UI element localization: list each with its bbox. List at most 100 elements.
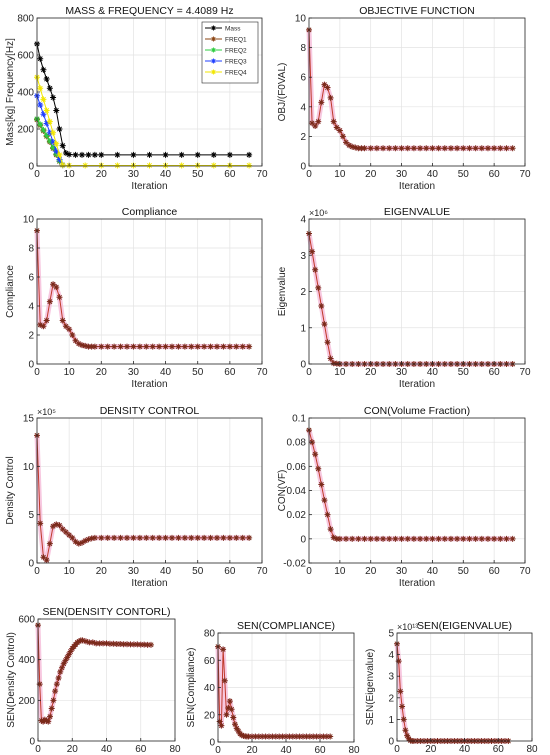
data-point [124, 534, 130, 541]
y-tick-label: 200 [18, 696, 35, 707]
data-point [43, 557, 50, 564]
data-point [220, 534, 227, 541]
data-point [85, 536, 92, 543]
data-point [46, 118, 53, 125]
axes-box [36, 417, 263, 564]
y-axis-label: OBJ/(F0VAL) [277, 63, 288, 122]
data-point [106, 640, 113, 647]
data-point [460, 535, 467, 542]
x-tick-label: 80 [169, 744, 181, 755]
y-tick-label: 800 [17, 14, 34, 25]
data-point [194, 534, 201, 541]
data-point [460, 145, 467, 152]
data-point [315, 465, 322, 472]
data-point [50, 94, 57, 101]
data-point [210, 151, 217, 158]
data-point [232, 721, 238, 728]
data-point [114, 162, 121, 169]
data-point [333, 124, 340, 131]
data-point [46, 540, 53, 547]
data-point [392, 535, 399, 542]
axis-exponent: ×10⁵ [37, 407, 56, 417]
data-point [423, 535, 430, 542]
y-axis-label: SEN(Compliance) [186, 647, 197, 727]
legend-label: FREQ4 [225, 70, 247, 77]
data-point [188, 534, 195, 541]
x-axis-label: Iteration [399, 578, 435, 589]
data-point [324, 84, 331, 91]
x-tick-label: 10 [334, 566, 346, 577]
y-axis-label: Density Control [5, 456, 16, 524]
x-tick-label: 50 [192, 169, 204, 180]
data-point [324, 511, 331, 518]
data-point [435, 535, 442, 542]
data-point [289, 733, 296, 740]
data-point [37, 55, 44, 62]
data-point [255, 733, 262, 740]
plot-area [309, 18, 525, 166]
data-point [56, 294, 63, 301]
data-point [317, 733, 323, 740]
data-point [53, 521, 60, 528]
x-tick-label: 30 [128, 367, 140, 378]
data-point [327, 526, 334, 533]
data-point [402, 727, 409, 734]
data-point [43, 317, 50, 324]
data-point [220, 343, 227, 350]
x-tick-label: 20 [96, 169, 108, 180]
y-tick-label: 4 [300, 215, 306, 226]
x-axis-label: Iteration [399, 181, 435, 192]
data-point [398, 145, 405, 152]
x-tick-label: 0 [34, 169, 40, 180]
data-point [45, 718, 52, 725]
data-point [53, 284, 60, 291]
data-point [40, 554, 47, 561]
data-point [355, 535, 362, 542]
y-tick-label: 200 [17, 125, 34, 136]
data-point [323, 733, 330, 740]
x-tick-label: 30 [128, 169, 140, 180]
x-tick-label: 20 [365, 169, 377, 180]
chart-2: 0 10 20 30 40 50 60 70 0 2 4 6 8 10 OBJECTIVE FUNCTION… [277, 5, 531, 192]
x-axis-label: Iteration [131, 578, 167, 589]
y-tick-label: 0.06 [287, 462, 307, 473]
y-axis-label: CON(VF) [277, 470, 288, 512]
y-tick-label: 4 [388, 650, 394, 661]
y-axis-label: Eigenvalue [277, 266, 288, 316]
chart-title: EIGENVALUE [384, 206, 450, 218]
data-point [320, 733, 327, 740]
data-point [56, 522, 63, 529]
data-point [466, 535, 473, 542]
x-tick-label: 40 [160, 169, 172, 180]
x-tick-label: 40 [280, 745, 292, 755]
x-tick-label: 0 [394, 744, 400, 755]
data-point [181, 343, 188, 350]
y-tick-label: 600 [17, 51, 34, 62]
data-point [91, 534, 98, 541]
data-point [309, 248, 316, 255]
y-tick-label: 6 [28, 273, 34, 284]
data-point [130, 343, 137, 350]
data-point [472, 145, 479, 152]
x-tick-label: 0 [34, 566, 40, 577]
data-point [148, 641, 155, 648]
y-tick-label: 40 [204, 683, 216, 694]
legend-label: FREQ2 [225, 48, 247, 55]
data-point [67, 648, 74, 655]
data-point [279, 733, 286, 740]
x-tick-label: 0 [215, 745, 221, 755]
x-tick-label: 70 [256, 566, 268, 577]
x-axis-label: Iteration [131, 379, 167, 390]
data-point [50, 523, 57, 530]
data-point [52, 688, 59, 695]
data-point [262, 733, 269, 740]
data-point [40, 126, 47, 133]
data-point [423, 145, 430, 152]
data-point [46, 138, 53, 145]
data-point [156, 343, 163, 350]
chart-title: SEN(EIGENVALUE) [417, 620, 512, 632]
data-point [104, 534, 111, 541]
x-tick-label: 60 [135, 744, 147, 755]
y-tick-label: 600 [18, 615, 35, 626]
data-point [380, 535, 387, 542]
